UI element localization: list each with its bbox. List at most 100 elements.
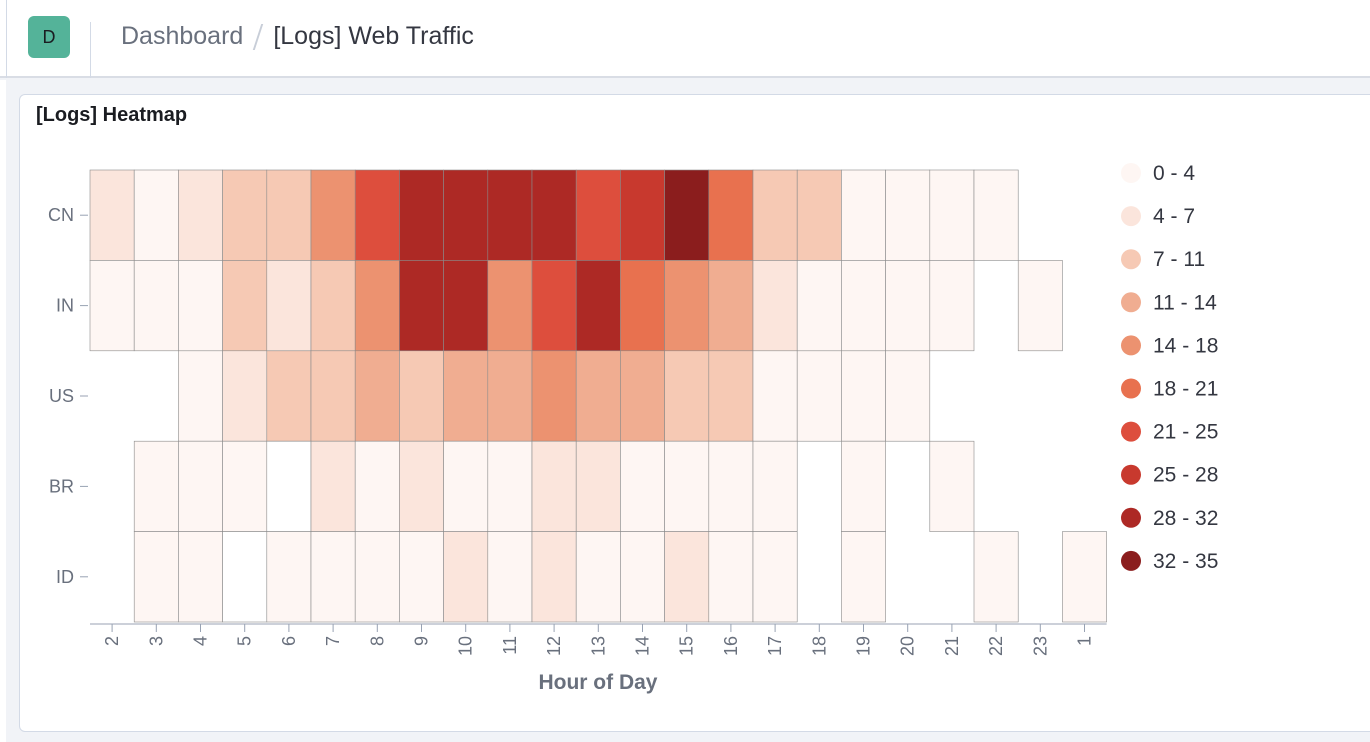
heatmap-cell[interactable] [841, 169, 886, 261]
heatmap-cell[interactable] [178, 531, 223, 623]
legend-item[interactable]: 32 - 35 [1121, 550, 1218, 573]
heatmap-cell[interactable] [885, 350, 931, 442]
heatmap-cell[interactable] [929, 440, 975, 532]
legend-item[interactable]: 4 - 7 [1121, 205, 1195, 228]
heatmap-cell[interactable] [1062, 531, 1107, 623]
legend-item[interactable]: 25 - 28 [1121, 464, 1218, 487]
heatmap-cell[interactable] [487, 440, 533, 532]
heatmap-cell[interactable] [575, 531, 621, 623]
heatmap-cell[interactable] [929, 260, 975, 352]
heatmap-cell[interactable] [664, 531, 710, 623]
heatmap-cell[interactable] [1017, 260, 1063, 352]
heatmap-cell[interactable] [443, 350, 489, 442]
heatmap-cell[interactable] [133, 260, 179, 352]
heatmap-cell[interactable] [399, 440, 444, 532]
heatmap-cell[interactable] [752, 531, 798, 623]
heatmap-cell[interactable] [841, 531, 886, 623]
heatmap-cell[interactable] [266, 350, 312, 442]
heatmap-cell[interactable] [443, 440, 489, 532]
heatmap-cell[interactable] [354, 260, 400, 352]
heatmap-cell[interactable] [354, 350, 400, 442]
heatmap-cell[interactable] [531, 531, 577, 623]
heatmap-cell[interactable] [266, 260, 312, 352]
heatmap-cell[interactable] [310, 169, 356, 261]
heatmap-cell[interactable] [310, 350, 356, 442]
heatmap-cell[interactable] [575, 260, 621, 352]
legend-item[interactable]: 18 - 21 [1121, 378, 1218, 401]
heatmap-cell[interactable] [443, 260, 489, 352]
space-avatar[interactable]: D [28, 16, 70, 58]
heatmap-cell[interactable] [620, 531, 665, 623]
heatmap-cell[interactable] [796, 350, 842, 442]
heatmap-cell[interactable] [708, 440, 754, 532]
legend-item[interactable]: 14 - 18 [1121, 334, 1218, 357]
heatmap-cell[interactable] [885, 169, 931, 261]
heatmap-cell[interactable] [222, 440, 268, 532]
heatmap-cell[interactable] [708, 169, 754, 261]
heatmap-cell[interactable] [575, 350, 621, 442]
heatmap-cell[interactable] [664, 260, 710, 352]
heatmap-cell[interactable] [178, 260, 223, 352]
heatmap-cell[interactable] [399, 531, 444, 623]
heatmap-cell[interactable] [929, 169, 975, 261]
heatmap-cell[interactable] [973, 531, 1019, 623]
heatmap-cell[interactable] [222, 531, 268, 623]
heatmap-cell[interactable] [708, 260, 754, 352]
heatmap-cell[interactable] [354, 440, 400, 532]
heatmap-cell[interactable] [620, 440, 665, 532]
heatmap-cell[interactable] [752, 169, 798, 261]
heatmap-cell[interactable] [575, 440, 621, 532]
heatmap-cell[interactable] [310, 260, 356, 352]
heatmap-cell[interactable] [133, 169, 179, 261]
heatmap-cell[interactable] [708, 531, 754, 623]
heatmap-cell[interactable] [399, 350, 444, 442]
heatmap-cell[interactable] [841, 350, 886, 442]
heatmap-cell[interactable] [133, 531, 179, 623]
heatmap-cell[interactable] [487, 350, 533, 442]
heatmap-cell[interactable] [841, 440, 886, 532]
heatmap-cell[interactable] [222, 260, 268, 352]
heatmap-cell[interactable] [620, 350, 665, 442]
heatmap-cell[interactable] [222, 350, 268, 442]
heatmap-cell[interactable] [973, 169, 1019, 261]
heatmap-cell[interactable] [664, 169, 710, 261]
heatmap-cell[interactable] [266, 169, 312, 261]
heatmap-cell[interactable] [89, 260, 135, 352]
heatmap-cell[interactable] [354, 169, 400, 261]
heatmap-cell[interactable] [752, 350, 798, 442]
breadcrumb-dashboard-link[interactable]: Dashboard [121, 22, 244, 50]
heatmap-cell[interactable] [531, 169, 577, 261]
heatmap-cell[interactable] [178, 350, 223, 442]
heatmap-cell[interactable] [399, 169, 444, 261]
heatmap-cell[interactable] [487, 531, 533, 623]
heatmap-cell[interactable] [266, 531, 312, 623]
heatmap-cell[interactable] [222, 169, 268, 261]
heatmap-cell[interactable] [133, 440, 179, 532]
heatmap-cell[interactable] [310, 440, 356, 532]
heatmap-cell[interactable] [354, 531, 400, 623]
heatmap-cell[interactable] [885, 260, 931, 352]
heatmap-cell[interactable] [796, 260, 842, 352]
heatmap-cell[interactable] [487, 169, 533, 261]
heatmap-cell[interactable] [708, 350, 754, 442]
heatmap-cell[interactable] [841, 260, 886, 352]
heatmap-cell[interactable] [752, 440, 798, 532]
legend-item[interactable]: 0 - 4 [1121, 162, 1195, 185]
heatmap-cell[interactable] [443, 531, 489, 623]
legend-item[interactable]: 7 - 11 [1121, 248, 1205, 271]
heatmap-cell[interactable] [266, 440, 312, 532]
heatmap-cell[interactable] [664, 440, 710, 532]
heatmap-cell[interactable] [620, 169, 665, 261]
heatmap-cell[interactable] [89, 169, 135, 261]
heatmap-cell[interactable] [310, 531, 356, 623]
heatmap-cell[interactable] [752, 260, 798, 352]
heatmap-cell[interactable] [531, 350, 577, 442]
heatmap-cell[interactable] [796, 169, 842, 261]
heatmap-cell[interactable] [178, 169, 223, 261]
heatmap-cell[interactable] [487, 260, 533, 352]
legend-item[interactable]: 11 - 14 [1121, 291, 1217, 314]
heatmap-cell[interactable] [399, 260, 444, 352]
heatmap-cell[interactable] [531, 440, 577, 532]
heatmap-cell[interactable] [575, 169, 621, 261]
legend-item[interactable]: 28 - 32 [1121, 507, 1218, 530]
